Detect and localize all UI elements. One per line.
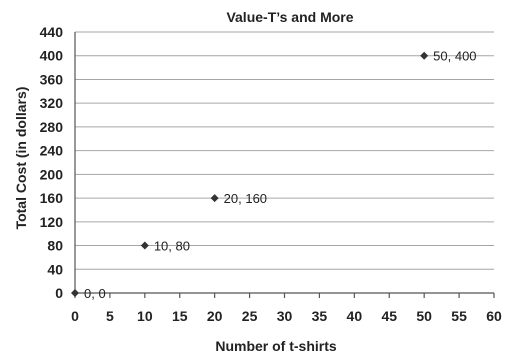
data-point — [140, 241, 149, 250]
x-tick-45: 45 — [381, 308, 397, 324]
x-tick-10: 10 — [137, 308, 153, 324]
data-label: 10, 80 — [154, 239, 190, 254]
data-point — [71, 289, 79, 297]
y-tick-120: 120 — [40, 214, 64, 230]
y-tick-360: 360 — [40, 71, 64, 87]
data-points — [71, 51, 429, 297]
data-point — [210, 194, 219, 203]
y-tick-280: 280 — [40, 119, 64, 135]
y-tick-40: 40 — [47, 261, 63, 277]
y-tick-440: 440 — [40, 24, 64, 40]
y-tick-200: 200 — [40, 166, 64, 182]
y-tick-160: 160 — [40, 190, 64, 206]
y-tick-320: 320 — [40, 95, 64, 111]
x-tick-labels: 0 5 10 15 20 25 30 35 40 45 50 55 60 — [71, 308, 502, 324]
data-label: 20, 160 — [224, 191, 267, 206]
y-tick-400: 400 — [40, 48, 64, 64]
chart-title: Value-T’s and More — [226, 9, 353, 25]
x-tick-5: 5 — [106, 308, 114, 324]
axes — [74, 32, 495, 298]
x-tick-35: 35 — [312, 308, 328, 324]
x-tick-0: 0 — [71, 308, 79, 324]
grid-lines — [75, 31, 494, 270]
x-axis-label: Number of t-shirts — [215, 338, 337, 354]
y-tick-240: 240 — [40, 143, 64, 159]
y-axis-label: Total Cost (in dollars) — [13, 87, 29, 230]
data-label: 50, 400 — [433, 49, 476, 64]
data-label: 0, 0 — [84, 286, 106, 301]
y-tick-80: 80 — [47, 238, 63, 254]
x-tick-25: 25 — [242, 308, 258, 324]
x-tick-40: 40 — [347, 308, 363, 324]
x-tick-55: 55 — [451, 308, 467, 324]
data-labels: 0, 0 10, 80 20, 160 50, 400 — [84, 49, 477, 301]
x-tick-50: 50 — [416, 308, 432, 324]
x-tick-20: 20 — [207, 308, 223, 324]
x-tick-15: 15 — [172, 308, 188, 324]
x-tick-30: 30 — [277, 308, 293, 324]
y-tick-labels: 0 40 80 120 160 200 240 280 320 360 400 440 — [40, 24, 64, 301]
x-tick-60: 60 — [486, 308, 502, 324]
data-point — [420, 51, 429, 60]
y-tick-0: 0 — [55, 285, 63, 301]
